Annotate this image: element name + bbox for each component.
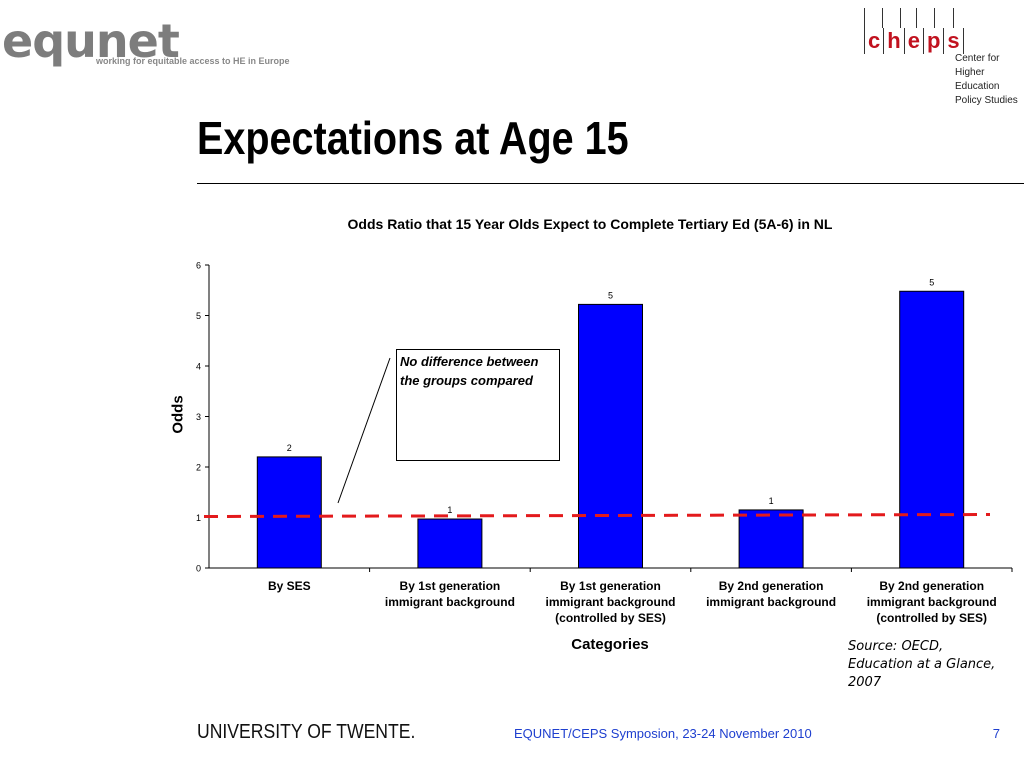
x-tick-label: By 1st generation xyxy=(560,579,661,593)
cheps-tick xyxy=(882,8,883,28)
x-tick-label: By 1st generation xyxy=(400,579,501,593)
y-tick-label: 3 xyxy=(196,412,201,422)
cheps-letter: s xyxy=(943,28,964,54)
x-tick-label: immigrant background xyxy=(385,595,515,609)
chart-title: Odds Ratio that 15 Year Olds Expect to C… xyxy=(347,216,833,232)
x-tick-label: By SES xyxy=(268,579,311,593)
cheps-subtitle-line: Center for xyxy=(955,53,1000,64)
y-tick-label: 2 xyxy=(196,463,201,473)
y-tick-label: 4 xyxy=(196,362,201,372)
footer-event: EQUNET/CEPS Symposion, 23-24 November 20… xyxy=(514,726,812,741)
callout-text-line: No difference between xyxy=(400,354,539,369)
cheps-subtitle: Center for Higher Education Policy Studi… xyxy=(955,52,1024,108)
y-tick-label: 0 xyxy=(196,564,201,574)
equnet-logo: equnet working for equitable access to H… xyxy=(0,18,290,72)
cheps-letters: c h e p s xyxy=(864,28,964,54)
x-tick-label: (controlled by SES) xyxy=(876,611,987,625)
y-tick-label: 5 xyxy=(196,311,201,321)
cheps-tick xyxy=(900,8,901,28)
page-number: 7 xyxy=(992,726,1000,741)
x-tick-label: By 2nd generation xyxy=(879,579,984,593)
slide-title: Expectations at Age 15 xyxy=(197,112,629,164)
bar xyxy=(256,456,322,569)
y-axis-label: Odds xyxy=(169,395,187,434)
cheps-tick xyxy=(934,8,935,28)
cheps-letter: e xyxy=(903,28,923,54)
bar xyxy=(417,518,483,569)
cheps-letter: c xyxy=(864,28,883,54)
equnet-logo-wordmark: equnet xyxy=(2,14,180,68)
cheps-letter: p xyxy=(922,28,943,54)
bar-chart: 0 1 2 3 4 5 6 2 By SES 1 By 1st generation immigran… xyxy=(196,261,1013,625)
cheps-subtitle-line: Policy Studies xyxy=(955,95,1018,106)
callout-box: No difference between the groups compare… xyxy=(396,349,560,461)
cheps-logo: c h e p s Center for Higher Education Po… xyxy=(864,8,1024,106)
equnet-tagline: working for equitable access to HE in Eu… xyxy=(96,56,290,66)
source-line: Source: OECD, xyxy=(848,639,944,654)
reference-line xyxy=(203,513,991,518)
x-tick-label: immigrant background xyxy=(867,595,997,609)
cheps-subtitle-line: Higher Education xyxy=(955,67,1000,92)
bar-data-label: 5 xyxy=(608,290,613,300)
y-tick-label: 1 xyxy=(196,513,201,523)
x-axis-label: Categories xyxy=(571,636,649,653)
bar-data-label: 1 xyxy=(769,496,774,506)
bar xyxy=(899,290,965,569)
cheps-tick xyxy=(953,8,954,28)
bar-data-label: 2 xyxy=(287,443,292,453)
bar xyxy=(578,303,643,569)
title-divider xyxy=(197,183,1024,184)
cheps-tick xyxy=(916,8,917,28)
callout-pointer xyxy=(337,357,391,504)
bar-data-label: 5 xyxy=(929,277,934,287)
university-logo-text: UNIVERSITY OF TWENTE. xyxy=(197,721,416,743)
source-note: Source: OECD, Education at a Glance, 200… xyxy=(848,638,1024,692)
cheps-letter: h xyxy=(883,28,903,54)
x-tick-label: (controlled by SES) xyxy=(555,611,666,625)
source-line: Education at a Glance, xyxy=(848,657,996,672)
cheps-tick xyxy=(864,8,865,28)
source-line: 2007 xyxy=(848,675,882,690)
x-tick-label: immigrant background xyxy=(545,595,675,609)
y-tick-label: 6 xyxy=(196,261,201,271)
callout-text-line: the groups compared xyxy=(400,373,533,388)
bar xyxy=(738,509,804,569)
x-tick-label: By 2nd generation xyxy=(719,579,824,593)
bar-data-label: 1 xyxy=(447,505,452,515)
x-tick-label: immigrant background xyxy=(706,595,836,609)
